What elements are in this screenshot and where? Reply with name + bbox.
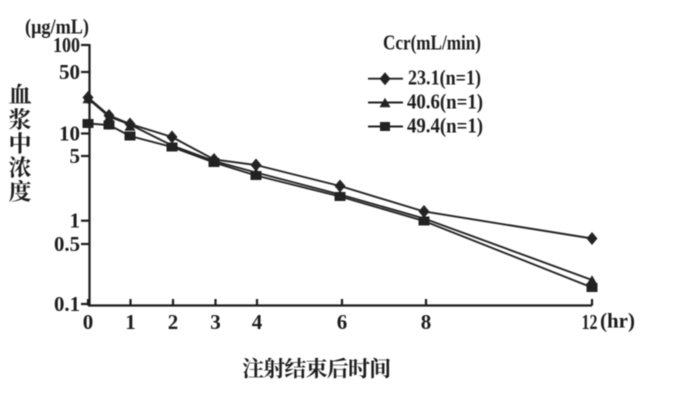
svg-text:0.5: 0.5 [54, 232, 80, 256]
svg-text:(μg/mL): (μg/mL) [25, 15, 89, 39]
svg-text:6: 6 [337, 310, 348, 334]
svg-text:23.1(n=1): 23.1(n=1) [408, 66, 481, 90]
svg-text:2: 2 [168, 310, 179, 334]
svg-text:3: 3 [210, 310, 221, 334]
svg-text:1: 1 [125, 310, 136, 334]
svg-text:8: 8 [421, 310, 432, 334]
svg-text:49.4(n=1): 49.4(n=1) [407, 114, 483, 138]
svg-text:12: 12 [582, 310, 598, 334]
svg-text:0.1: 0.1 [54, 292, 80, 316]
svg-text:50: 50 [59, 60, 80, 84]
svg-text:5: 5 [70, 144, 81, 168]
svg-text:40.6(n=1): 40.6(n=1) [407, 90, 483, 114]
svg-text:10: 10 [59, 122, 80, 146]
svg-text:0: 0 [83, 310, 94, 334]
svg-text:(hr): (hr) [600, 309, 635, 333]
svg-text:100: 100 [53, 33, 80, 57]
svg-text:1: 1 [70, 209, 81, 233]
svg-text:Ccr(mL/min): Ccr(mL/min) [383, 31, 481, 55]
svg-text:4: 4 [252, 310, 263, 334]
